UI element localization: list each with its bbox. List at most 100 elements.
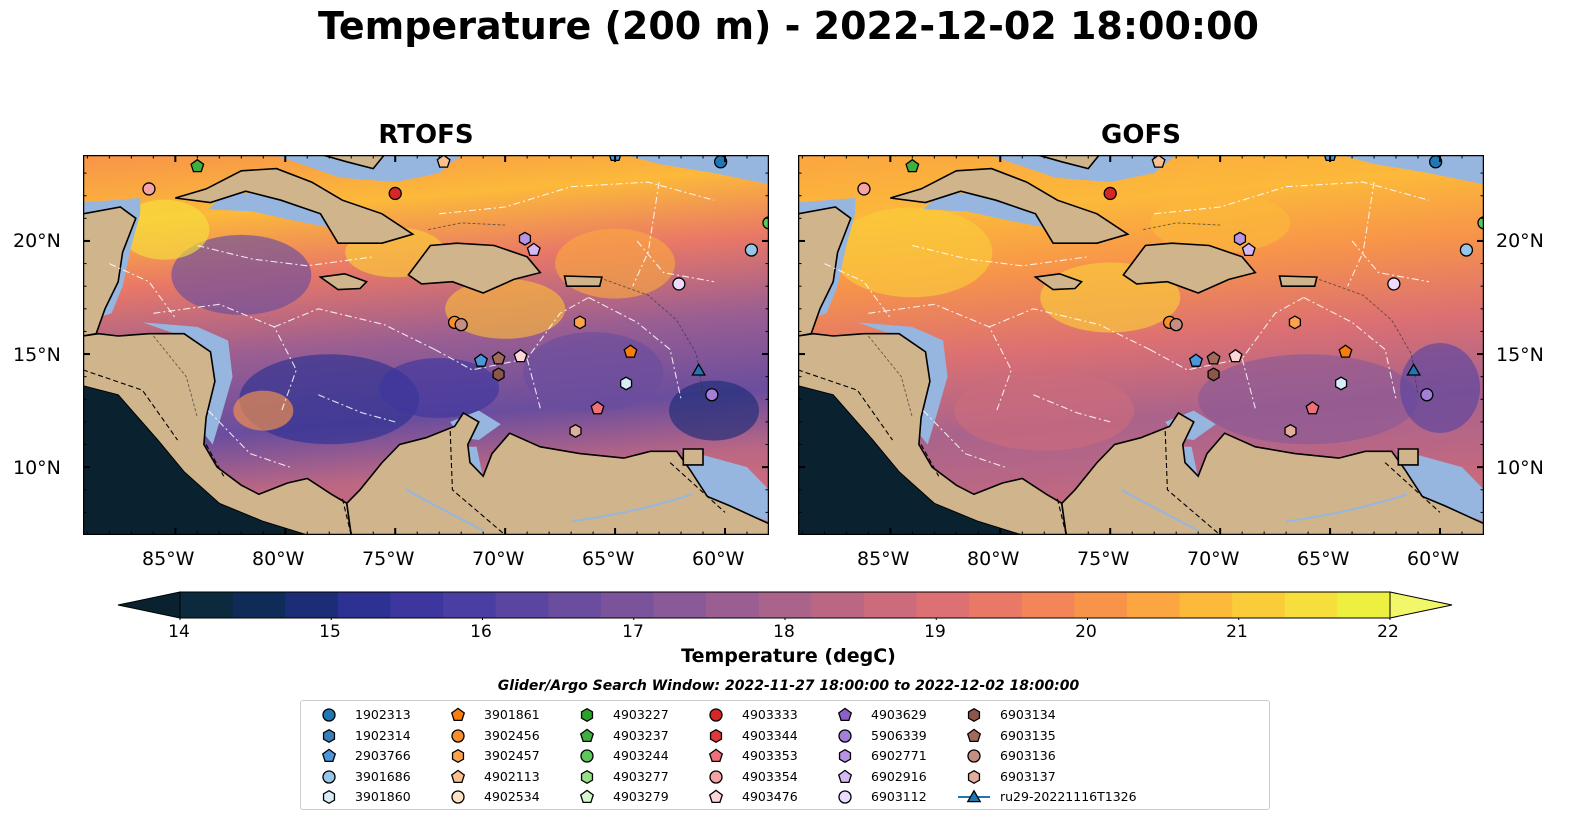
colorbar-segment xyxy=(1074,592,1128,618)
shelf-cubaS xyxy=(923,191,1045,228)
lat-label-15n-left: 15°N xyxy=(13,344,61,366)
float-marker xyxy=(142,182,156,196)
float-marker xyxy=(1207,367,1220,382)
colorbar-label: Temperature (degC) xyxy=(681,645,896,667)
float-marker xyxy=(1206,351,1221,365)
legend-label: 4903344 xyxy=(742,727,798,743)
float-marker xyxy=(1188,353,1204,367)
temperature-eddy xyxy=(669,380,760,441)
map-frame xyxy=(798,155,1484,535)
float-marker xyxy=(1387,277,1401,291)
eez-boundary xyxy=(912,244,1089,267)
country-border xyxy=(205,444,225,477)
colorbar-segment xyxy=(706,592,760,618)
temperature-eddy xyxy=(1400,342,1481,433)
float-marker xyxy=(473,353,489,367)
temperature-eddy xyxy=(233,390,294,431)
float-marker xyxy=(190,158,205,173)
float-marker xyxy=(1305,400,1320,415)
float-marker xyxy=(857,182,871,196)
land-puertorico xyxy=(1278,275,1318,287)
eez-boundary xyxy=(207,410,290,468)
legend: 1902313 1902314 2903766 3901686 3901860 39018… xyxy=(300,700,1270,810)
land-cuba xyxy=(890,167,1130,244)
main-title: Temperature (200 m) - 2022-12-02 18:00:0… xyxy=(317,4,1259,48)
eez-boundary xyxy=(1351,240,1430,283)
colorbar-segment xyxy=(337,592,392,618)
legend-marker xyxy=(451,728,465,743)
float-marker xyxy=(1288,315,1302,330)
land-hispaniola xyxy=(1122,242,1257,294)
legend-label: 4903476 xyxy=(742,789,798,804)
country-border xyxy=(669,462,726,513)
bathymetry-contour xyxy=(1143,222,1221,231)
colorbar-segment xyxy=(653,592,707,618)
temperature-eddy xyxy=(523,332,664,413)
lon-label-75w-gofs: 75°W xyxy=(1077,548,1130,570)
lon-label-85w-gofs: 85°W xyxy=(857,548,910,570)
land-bahamas xyxy=(1037,155,1101,170)
colorbar-segment xyxy=(1126,592,1181,618)
shelf-atlantic xyxy=(626,155,769,185)
float-marker xyxy=(1233,231,1247,246)
float-marker xyxy=(573,315,587,330)
legend-marker xyxy=(322,708,336,722)
legend-label: 3902457 xyxy=(484,748,540,763)
legend-label: 4903353 xyxy=(742,748,798,763)
temperature-eddy xyxy=(119,199,210,260)
eez-boundary xyxy=(868,303,1012,414)
river xyxy=(1120,488,1199,532)
lat-label-10n-left: 10°N xyxy=(13,457,61,479)
float-marker xyxy=(1151,155,1166,168)
colorbar-segment xyxy=(443,592,497,618)
legend-label: 4902534 xyxy=(484,789,540,804)
eez-boundary xyxy=(318,394,396,423)
legend-label: 4903279 xyxy=(613,789,669,804)
legend-label: ru29-20221116T1326 xyxy=(1000,789,1137,804)
bathymetry-contour xyxy=(428,222,506,231)
colorbar-tick-16: 16 xyxy=(470,622,492,642)
legend-pentagon-marker xyxy=(450,769,466,783)
colorbar-segment xyxy=(863,592,918,618)
colorbar-under-arrow xyxy=(117,591,181,619)
eez-boundary xyxy=(197,244,374,267)
colorbar-over-arrow xyxy=(1389,591,1453,619)
colorbar-segment xyxy=(916,592,970,618)
legend-marker xyxy=(580,707,594,723)
legend-pentagon-marker xyxy=(579,728,595,742)
lon-label-85w-rtofs: 85°W xyxy=(142,548,195,570)
legend-label: 6903134 xyxy=(1000,707,1056,722)
eez-boundary xyxy=(439,181,715,215)
land-trinidad xyxy=(1397,448,1419,466)
legend-pentagon-marker xyxy=(450,707,466,721)
float-marker xyxy=(1241,242,1256,256)
eez-boundary xyxy=(588,297,682,400)
temperature-eddy xyxy=(1198,354,1419,445)
legend-label: 4903629 xyxy=(871,707,927,722)
lon-label-60w-rtofs: 60°W xyxy=(692,548,745,570)
float-marker xyxy=(526,242,541,256)
legend-marker xyxy=(966,728,982,742)
float-marker xyxy=(1169,317,1183,332)
legend-hexagon-marker xyxy=(967,769,981,784)
legend-hexagon-marker xyxy=(967,707,981,723)
colorbar-segment xyxy=(1232,592,1286,618)
temperature-eddy xyxy=(379,357,500,418)
lon-label-65w-gofs: 65°W xyxy=(1297,548,1350,570)
panel-title-gofs: GOFS xyxy=(1101,120,1181,150)
float-marker xyxy=(1284,423,1297,439)
legend-title: Glider/Argo Search Window: 2022-11-27 18… xyxy=(497,678,1080,694)
eez-boundary xyxy=(1033,394,1111,423)
legend-marker xyxy=(967,707,981,723)
land-puertorico xyxy=(563,275,603,287)
float-marker xyxy=(905,158,920,173)
colorbar-segment xyxy=(811,592,865,618)
legend-pentagon-marker xyxy=(966,728,982,742)
legend-hexagon-marker xyxy=(451,748,465,764)
colorbar-tick-20: 20 xyxy=(1075,622,1097,642)
legend-marker xyxy=(709,769,723,784)
legend-label: 4903244 xyxy=(613,748,669,763)
legend-marker xyxy=(322,769,336,784)
legend-label: 1902314 xyxy=(355,727,411,743)
float-marker xyxy=(491,351,506,365)
